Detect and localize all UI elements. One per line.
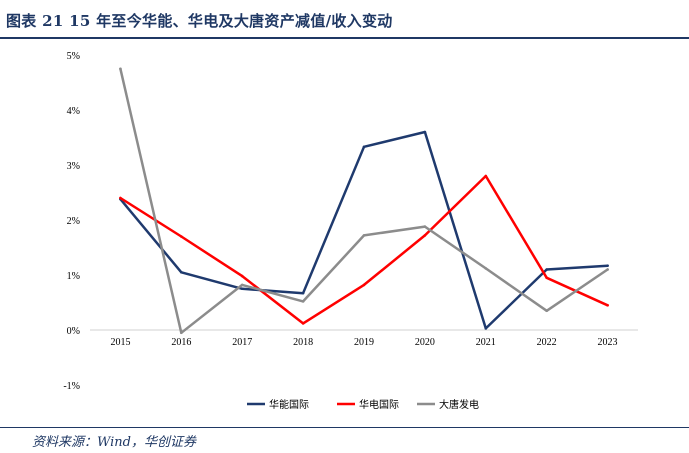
data-point [606, 264, 609, 267]
y-tick-label: -1% [63, 381, 80, 392]
title-bar: 图表 21 15 年至今华能、华电及大唐资产减值/收入变动 [0, 0, 689, 39]
data-point [119, 196, 122, 200]
data-point [545, 276, 548, 280]
y-tick-label: 3% [67, 161, 80, 172]
legend-label: 大唐发电 [439, 398, 479, 411]
source-note: 资料来源：Wind，华创证券 [32, 435, 196, 450]
data-point [180, 270, 183, 274]
series-line-1 [119, 130, 609, 330]
x-tick-label: 2022 [537, 337, 557, 348]
y-tick-label: 5% [67, 51, 80, 62]
x-tick-label: 2017 [232, 337, 252, 348]
data-point [423, 130, 427, 134]
data-point [484, 267, 488, 270]
data-point [606, 268, 609, 271]
y-tick-label: 4% [67, 106, 80, 117]
data-point [362, 234, 366, 237]
y-tick-label: 0% [67, 326, 80, 337]
x-tick-label: 2021 [476, 337, 496, 348]
data-point [301, 291, 305, 295]
x-tick-label: 2019 [354, 337, 374, 348]
x-tick-label: 2018 [293, 337, 313, 348]
data-point [606, 303, 609, 307]
page-title: 图表 21 15 年至今华能、华电及大唐资产减值/收入变动 [6, 12, 393, 30]
series-line-3 [119, 67, 609, 335]
title-divider [0, 37, 689, 39]
data-point [240, 287, 244, 291]
data-point [240, 274, 244, 278]
data-point [423, 225, 427, 228]
y-tick-label: 1% [67, 271, 80, 282]
source-divider [0, 427, 689, 428]
data-point [545, 309, 548, 313]
x-tick-label: 2023 [598, 337, 618, 348]
x-tick-label: 2016 [171, 337, 191, 348]
legend-label: 华电国际 [359, 398, 399, 411]
data-point [362, 145, 366, 149]
data-point [362, 283, 366, 287]
data-point [484, 174, 488, 178]
x-tick-label: 2015 [110, 337, 130, 348]
x-tick-label: 2020 [415, 337, 435, 348]
legend-label: 华能国际 [269, 398, 309, 411]
line-chart: 5% 4% 3% 2% 1% 0% -1% 2015 2016 2017 2018 2019 2020 2… [63, 51, 638, 411]
data-point [180, 331, 183, 335]
y-tick-label: 2% [67, 216, 80, 227]
data-point [119, 67, 122, 71]
data-point [484, 327, 488, 330]
data-point [301, 322, 305, 325]
data-point [545, 268, 548, 271]
data-point [240, 283, 244, 287]
data-point [180, 235, 183, 238]
data-point [423, 234, 427, 237]
data-point [301, 300, 305, 303]
